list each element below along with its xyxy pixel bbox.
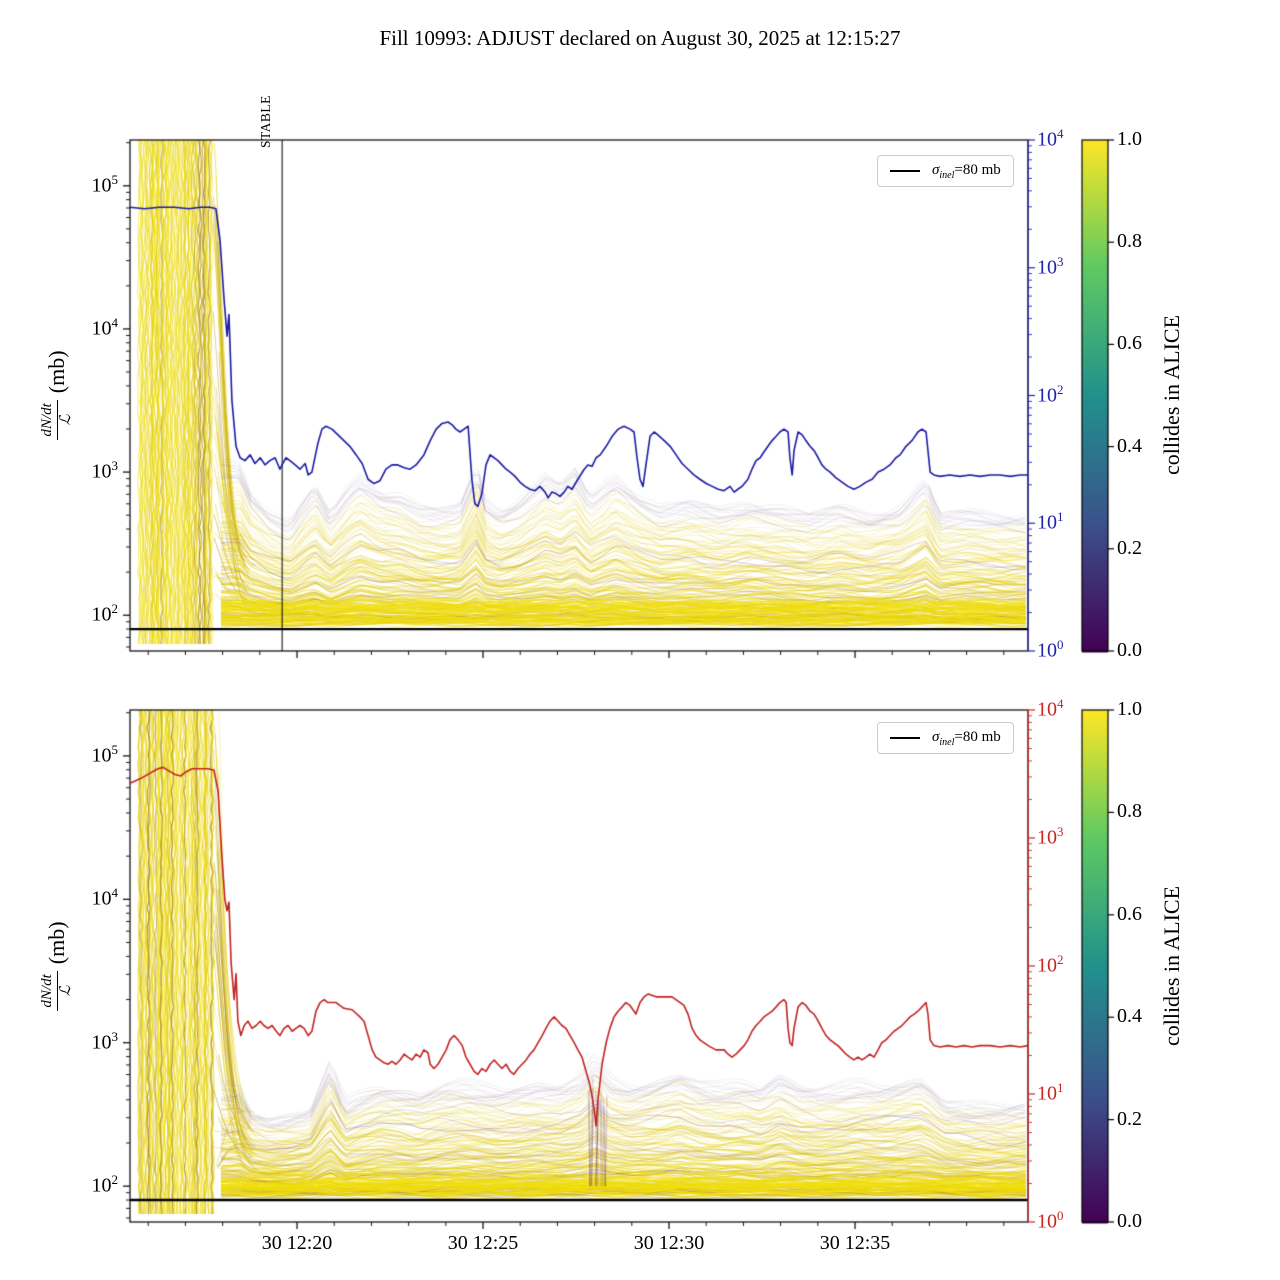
sigma-symbol: σ	[932, 161, 940, 178]
y-right-tick-label: 102	[1037, 381, 1064, 407]
dndt-over-lumi-fraction: dN/dt ℒ	[39, 400, 75, 440]
y-left-tick-label: 104	[91, 314, 119, 340]
sigma-subscript: inel	[939, 169, 955, 181]
y-left-tick-label: 102	[91, 1172, 119, 1197]
legend-line-icon	[890, 170, 920, 172]
y-left-tick-label: 105	[91, 171, 119, 197]
colorbar-label-bottom: collides in ALICE	[1159, 885, 1184, 1047]
colorbar-tick-label: 0.6	[1117, 332, 1142, 355]
y-left-tick-label: 103	[91, 458, 119, 483]
legend-label: σinel=80 mb	[932, 729, 1001, 748]
colorbar-tick-label: 0.2	[1117, 1107, 1142, 1130]
y-right-tick-label: 104	[1037, 696, 1064, 721]
colorbar-tick-label: 0.4	[1117, 1005, 1142, 1028]
y-right-tick-label: 103	[1037, 253, 1064, 279]
y-left-tick-label: 105	[91, 741, 119, 767]
y-right-tick-label: 102	[1037, 952, 1064, 977]
colorbar-tick-label: 1.0	[1117, 698, 1142, 720]
colorbar-tick-label: 1.0	[1117, 128, 1142, 150]
y-right-tick-label: 101	[1037, 509, 1064, 534]
colorbar-tick-label: 0.2	[1117, 536, 1142, 559]
x-tick-label: 30 12:25	[447, 1232, 519, 1254]
x-tick-label: 30 12:35	[819, 1232, 891, 1254]
y-right-tick-label: 100	[1037, 1208, 1064, 1233]
y-left-tick-label: 102	[91, 601, 119, 626]
colorbar-tick-label: 0.4	[1117, 434, 1142, 457]
legend-line-icon	[890, 737, 920, 739]
colorbar-tick-label: 0.0	[1117, 1210, 1142, 1232]
y-left-tick-label: 103	[91, 1028, 119, 1054]
fraction-numerator: dN/dt	[39, 971, 58, 1011]
x-tick-label: 30 12:20	[261, 1232, 333, 1254]
sigma-value: =80 mb	[954, 728, 1001, 745]
stable-beam-marker-label: STABLE	[258, 95, 273, 148]
legend-bottom: σinel=80 mb	[877, 722, 1014, 754]
fraction-denominator: ℒ	[57, 414, 74, 426]
colorbar-tick-label: 0.8	[1117, 800, 1142, 823]
colorbar-tick-label: 0.8	[1117, 230, 1142, 253]
y-right-tick-label: 100	[1037, 637, 1064, 662]
legend-top: σinel=80 mb	[877, 155, 1014, 187]
colorbar-tick-label: 0.6	[1117, 902, 1142, 925]
legend-label: σinel=80 mb	[932, 162, 1001, 181]
fraction-denominator: ℒ	[57, 985, 74, 997]
sigma-symbol: σ	[932, 728, 940, 745]
x-tick-label: 30 12:30	[633, 1232, 705, 1254]
fraction-numerator: dN/dt	[39, 400, 58, 440]
figure-title: Fill 10993: ADJUST declared on August 30…	[379, 26, 901, 50]
sigma-value: =80 mb	[954, 161, 1001, 178]
dndt-over-lumi-fraction: dN/dt ℒ	[39, 971, 75, 1011]
colorbar-tick-label: 0.0	[1117, 639, 1142, 661]
y-right-tick-label: 103	[1037, 824, 1064, 849]
y-axis-units: (mb)	[44, 921, 69, 965]
y-right-tick-label: 104	[1037, 126, 1064, 151]
y-right-tick-label: 101	[1037, 1080, 1064, 1105]
colorbar-label-top: collides in ALICE	[1159, 314, 1184, 476]
sigma-subscript: inel	[939, 736, 955, 748]
y-left-tick-label: 104	[91, 885, 119, 910]
y-axis-units: (mb)	[44, 350, 69, 394]
